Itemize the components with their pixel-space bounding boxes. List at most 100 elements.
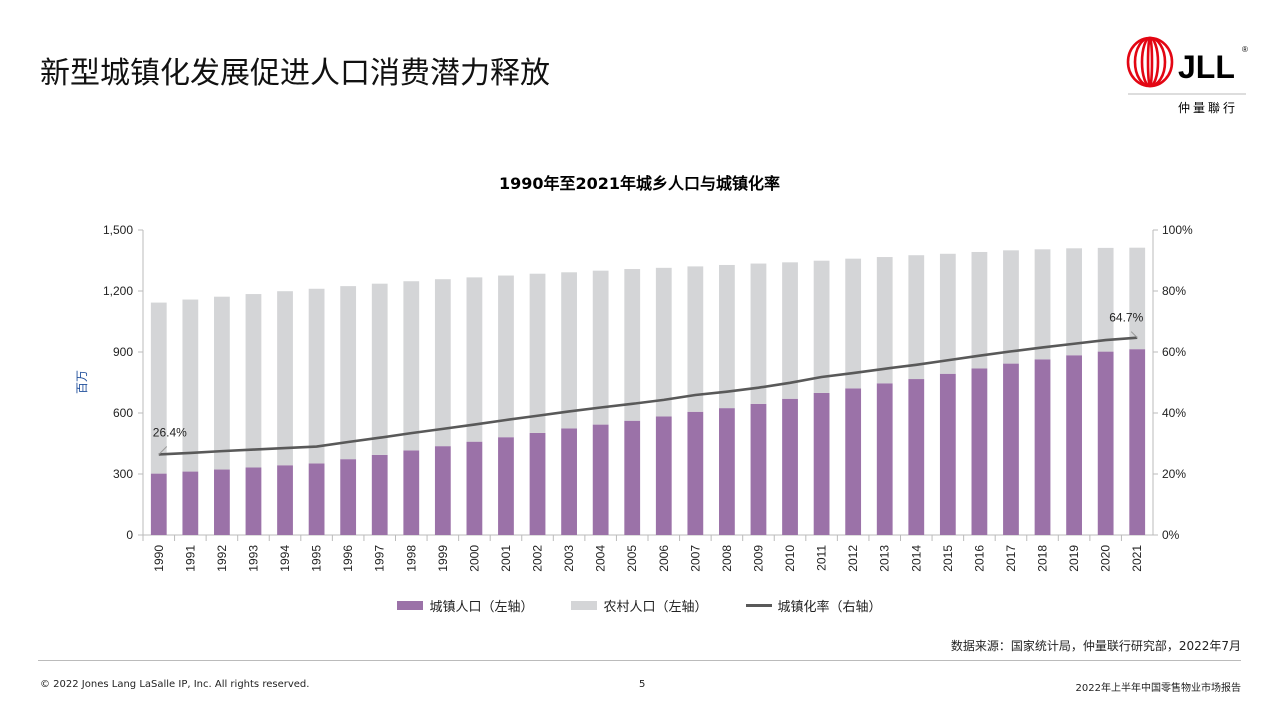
bar-urban bbox=[876, 383, 893, 535]
y-tick-label: 1,500 bbox=[103, 223, 133, 237]
x-tick-label: 2002 bbox=[531, 545, 545, 572]
x-tick-label: 2017 bbox=[1004, 545, 1018, 572]
y-tick-label: 600 bbox=[113, 406, 133, 420]
x-tick-label: 1994 bbox=[278, 545, 292, 572]
page-number: 5 bbox=[639, 679, 646, 690]
bar-urban bbox=[150, 473, 167, 535]
svg-text:JLL: JLL bbox=[1178, 49, 1235, 85]
bar-urban bbox=[1066, 355, 1082, 535]
jll-logo: JLL ® 仲量聯行 bbox=[1122, 36, 1252, 116]
bar-urban bbox=[498, 437, 514, 535]
x-tick-label: 2013 bbox=[878, 545, 892, 572]
bar-rural bbox=[750, 263, 767, 404]
bar-urban bbox=[561, 428, 577, 535]
report-name: 2022年上半年中国零售物业市场报告 bbox=[1075, 683, 1241, 694]
bar-urban bbox=[845, 388, 862, 535]
bar-urban bbox=[1097, 351, 1114, 535]
bar-urban bbox=[655, 416, 672, 535]
y2-tick-label: 40% bbox=[1162, 406, 1186, 420]
bar-rural bbox=[687, 266, 704, 412]
legend-item-urban: 城镇人口（左轴） bbox=[397, 596, 533, 615]
bar-urban bbox=[371, 454, 388, 535]
bar-urban bbox=[214, 469, 230, 535]
y2-tick-label: 80% bbox=[1162, 284, 1186, 298]
bar-rural bbox=[971, 251, 988, 369]
bar-rural bbox=[624, 269, 641, 421]
bar-rural bbox=[592, 270, 609, 425]
x-tick-label: 2014 bbox=[909, 545, 923, 572]
bar-rural bbox=[308, 288, 325, 464]
annotation-leader bbox=[1130, 331, 1138, 339]
divider bbox=[38, 660, 1241, 661]
bar-urban bbox=[719, 408, 735, 535]
x-tick-label: 2012 bbox=[846, 545, 860, 572]
bar-urban bbox=[403, 450, 420, 535]
x-tick-label: 2007 bbox=[688, 545, 702, 572]
x-tick-label: 1996 bbox=[341, 545, 355, 572]
bar-rural bbox=[561, 272, 577, 429]
y2-tick-label: 100% bbox=[1162, 223, 1193, 237]
x-tick-label: 2019 bbox=[1067, 545, 1081, 572]
bar-urban bbox=[624, 420, 641, 535]
x-tick-label: 2005 bbox=[625, 545, 639, 572]
bar-rural bbox=[813, 260, 830, 393]
bar-rural bbox=[182, 299, 199, 472]
svg-text:仲量聯行: 仲量聯行 bbox=[1178, 101, 1238, 115]
x-tick-label: 2001 bbox=[499, 545, 513, 572]
x-tick-label: 1991 bbox=[183, 545, 197, 572]
bar-urban bbox=[813, 392, 830, 535]
bar-urban bbox=[245, 467, 262, 535]
x-tick-label: 2015 bbox=[941, 545, 955, 572]
y-axis-title: 百万 bbox=[75, 370, 89, 394]
x-tick-label: 2003 bbox=[562, 545, 576, 572]
bar-rural bbox=[245, 294, 262, 468]
bar-rural bbox=[498, 275, 514, 438]
x-tick-label: 1990 bbox=[152, 545, 166, 572]
bar-urban bbox=[750, 403, 767, 535]
bar-urban bbox=[1034, 359, 1051, 535]
bar-urban bbox=[466, 441, 483, 535]
x-tick-label: 2011 bbox=[815, 545, 829, 571]
bar-rural bbox=[1034, 249, 1051, 360]
bar-urban bbox=[182, 471, 199, 535]
bar-rural bbox=[277, 291, 293, 466]
x-tick-label: 2016 bbox=[972, 545, 986, 572]
bar-urban bbox=[1003, 363, 1019, 535]
source-note: 数据来源：国家统计局，仲量联行研究部，2022年7月 bbox=[950, 639, 1241, 653]
svg-text:®: ® bbox=[1242, 45, 1248, 54]
bar-rural bbox=[1066, 248, 1082, 356]
legend: 城镇人口（左轴） 农村人口（左轴） 城镇化率（右轴） bbox=[0, 596, 1279, 615]
bar-rural bbox=[782, 262, 798, 399]
x-tick-label: 2008 bbox=[720, 545, 734, 572]
bar-rural bbox=[403, 281, 420, 451]
bar-rural bbox=[434, 279, 451, 447]
bar-rural bbox=[340, 286, 357, 460]
bar-rural bbox=[214, 296, 230, 470]
line-urbanization-rate bbox=[158, 336, 1138, 456]
x-tick-label: 1992 bbox=[215, 545, 229, 572]
x-tick-label: 2020 bbox=[1099, 545, 1113, 572]
bar-rural bbox=[1129, 247, 1146, 350]
bar-rural bbox=[1097, 247, 1114, 352]
x-tick-label: 1993 bbox=[246, 545, 260, 572]
annotation-start: 26.4% bbox=[153, 425, 187, 439]
bar-rural bbox=[845, 258, 862, 389]
x-tick-label: 2010 bbox=[783, 545, 797, 572]
bar-urban bbox=[434, 446, 451, 535]
bar-rural bbox=[466, 277, 483, 442]
bar-rural bbox=[1003, 250, 1019, 364]
legend-item-rural: 农村人口（左轴） bbox=[571, 596, 708, 615]
legend-item-rate: 城镇化率（右轴） bbox=[745, 596, 882, 615]
y-tick-label: 0 bbox=[126, 528, 133, 542]
x-tick-label: 1995 bbox=[310, 545, 324, 572]
annotation-end: 64.7% bbox=[1109, 311, 1143, 325]
bar-urban bbox=[908, 379, 925, 535]
x-tick-label: 2009 bbox=[751, 545, 765, 572]
bar-urban bbox=[1129, 349, 1146, 535]
y-tick-label: 900 bbox=[113, 345, 133, 359]
bar-urban bbox=[687, 411, 704, 535]
y2-tick-label: 20% bbox=[1162, 467, 1186, 481]
y-tick-label: 300 bbox=[113, 467, 133, 481]
x-tick-label: 2006 bbox=[657, 545, 671, 572]
